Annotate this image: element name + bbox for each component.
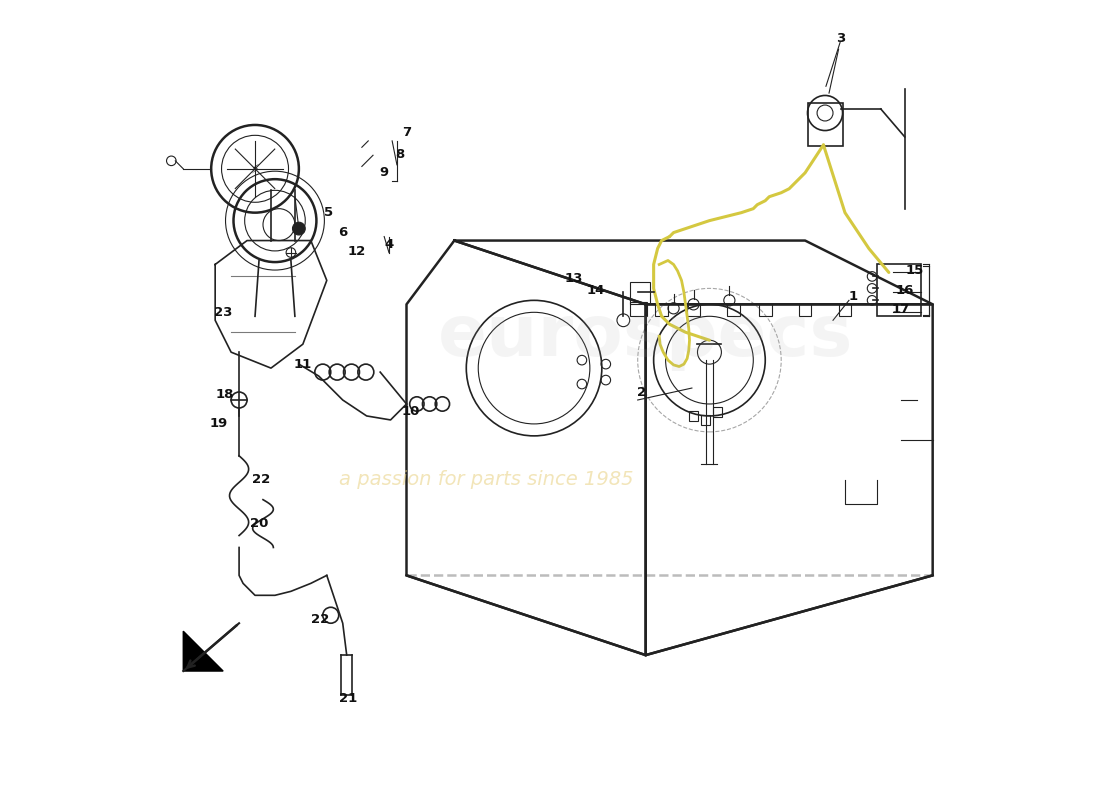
Bar bbox=[877, 265, 921, 316]
Text: 23: 23 bbox=[214, 306, 232, 319]
Text: 2: 2 bbox=[637, 386, 646, 398]
Bar bbox=[656, 303, 668, 316]
Text: 4: 4 bbox=[384, 238, 394, 251]
Text: 22: 22 bbox=[252, 474, 271, 486]
Text: 5: 5 bbox=[323, 206, 333, 219]
Text: eurospecs: eurospecs bbox=[438, 302, 854, 370]
Text: a passion for parts since 1985: a passion for parts since 1985 bbox=[339, 470, 634, 490]
Bar bbox=[727, 303, 739, 316]
Text: 6: 6 bbox=[338, 226, 348, 239]
Text: 14: 14 bbox=[587, 284, 605, 298]
Text: 19: 19 bbox=[210, 418, 229, 430]
Text: 21: 21 bbox=[339, 693, 358, 706]
Text: 8: 8 bbox=[396, 148, 405, 161]
Text: 16: 16 bbox=[895, 284, 914, 298]
Polygon shape bbox=[184, 631, 223, 671]
Text: 11: 11 bbox=[294, 358, 312, 370]
Bar bbox=[701, 415, 711, 425]
Circle shape bbox=[293, 222, 306, 235]
Text: 20: 20 bbox=[250, 517, 268, 530]
Text: 18: 18 bbox=[216, 388, 234, 401]
Text: 12: 12 bbox=[348, 246, 366, 258]
Bar bbox=[689, 411, 698, 421]
Text: 9: 9 bbox=[379, 166, 388, 179]
Text: ⚡: ⚡ bbox=[251, 162, 260, 175]
Text: 3: 3 bbox=[836, 31, 846, 45]
Text: 17: 17 bbox=[892, 303, 910, 317]
Bar bbox=[688, 303, 700, 316]
Bar bbox=[799, 303, 812, 316]
Text: 10: 10 bbox=[402, 406, 420, 418]
Text: 22: 22 bbox=[311, 613, 330, 626]
Bar bbox=[759, 303, 771, 316]
Bar bbox=[629, 282, 650, 304]
Bar bbox=[838, 303, 851, 316]
Text: 1: 1 bbox=[848, 290, 858, 303]
Text: 13: 13 bbox=[564, 272, 583, 286]
Text: 15: 15 bbox=[906, 264, 924, 278]
Text: 7: 7 bbox=[402, 126, 411, 139]
Bar bbox=[713, 407, 723, 417]
Bar bbox=[629, 302, 647, 316]
